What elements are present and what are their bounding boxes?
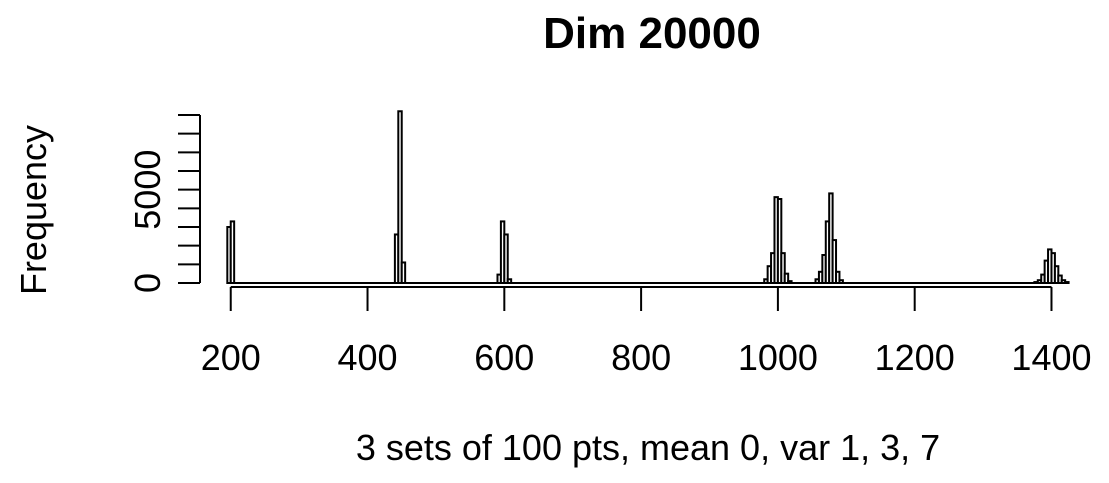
x-tick-label-2: 600 <box>474 337 534 378</box>
x-tick-label-5: 1200 <box>875 337 955 378</box>
histogram-bar-1 <box>229 220 236 284</box>
x-axis-label: 3 sets of 100 pts, mean 0, var 1, 3, 7 <box>356 427 940 468</box>
y-axis: 0 5000 <box>127 114 201 293</box>
histogram-bars <box>226 110 1070 285</box>
histogram-bar-3 <box>397 110 403 285</box>
x-tick-label-4: 1000 <box>738 337 818 378</box>
x-tick-label-6: 1400 <box>1011 337 1091 378</box>
chart-title: Dim 20000 <box>543 9 761 58</box>
x-axis: 200 400 600 800 1000 1200 1400 <box>201 286 1092 378</box>
y-tick-label-0: 0 <box>127 273 168 293</box>
x-tick-label-0: 200 <box>201 337 261 378</box>
x-tick-label-1: 400 <box>337 337 397 378</box>
y-axis-label: Frequency <box>13 125 54 295</box>
histogram-bar-7 <box>503 233 509 284</box>
x-tick-label-3: 800 <box>611 337 671 378</box>
y-tick-label-1: 5000 <box>127 150 168 230</box>
histogram-bar-4 <box>400 261 407 285</box>
